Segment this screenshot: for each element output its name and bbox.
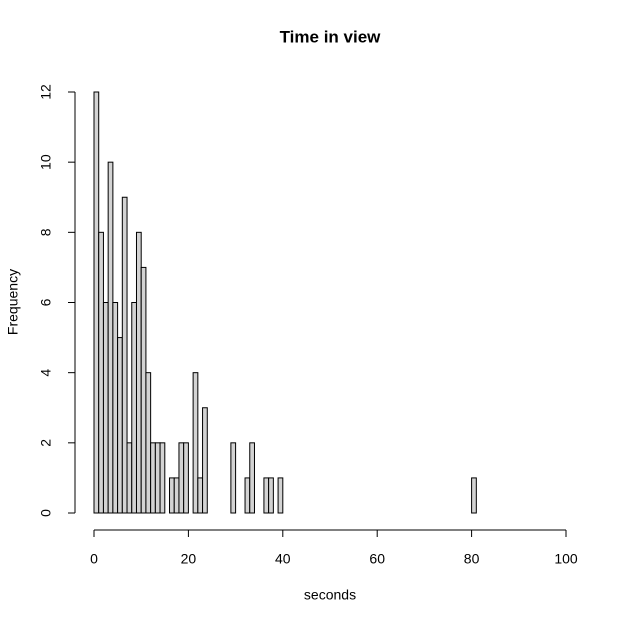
bar: [197, 477, 204, 514]
x-tick-label: 20: [181, 551, 197, 567]
bar: [169, 477, 175, 514]
bar: [145, 372, 152, 514]
y-tick-label: 6: [38, 298, 54, 306]
bar: [140, 266, 147, 514]
bar: [268, 477, 274, 514]
y-tick-label: 0: [38, 509, 54, 517]
bar: [263, 477, 270, 514]
x-tick-label: 0: [90, 551, 98, 567]
x-axis-label: seconds: [304, 587, 356, 603]
bar: [202, 407, 208, 514]
x-tick-label: 60: [369, 551, 385, 567]
bar: [183, 442, 189, 514]
bar: [230, 442, 237, 514]
bar: [117, 337, 123, 514]
y-tick-label: 2: [38, 439, 54, 447]
bar: [121, 196, 128, 514]
bar: [112, 302, 119, 514]
bar: [126, 442, 133, 514]
bar: [244, 477, 251, 514]
bar: [471, 477, 477, 514]
bar: [249, 442, 255, 514]
bar: [173, 477, 180, 514]
y-tick-label: 4: [38, 369, 54, 377]
bar: [150, 442, 156, 514]
bar: [135, 231, 142, 514]
y-tick-label: 8: [38, 228, 54, 236]
x-tick-label: 40: [275, 551, 291, 567]
bar: [192, 372, 199, 514]
y-tick-label: 10: [38, 154, 54, 170]
bar: [178, 442, 185, 514]
bar: [102, 302, 109, 514]
bar: [98, 231, 104, 514]
bar: [131, 302, 137, 514]
bar: [93, 91, 100, 514]
chart-title: Time in view: [280, 27, 382, 46]
x-tick-label: 100: [554, 551, 578, 567]
y-axis-label: Frequency: [5, 269, 21, 335]
x-tick-label: 80: [464, 551, 480, 567]
bar: [154, 442, 161, 514]
bar: [159, 442, 166, 514]
y-tick-label: 12: [38, 84, 54, 100]
bar: [277, 477, 284, 514]
bar: [107, 161, 114, 514]
